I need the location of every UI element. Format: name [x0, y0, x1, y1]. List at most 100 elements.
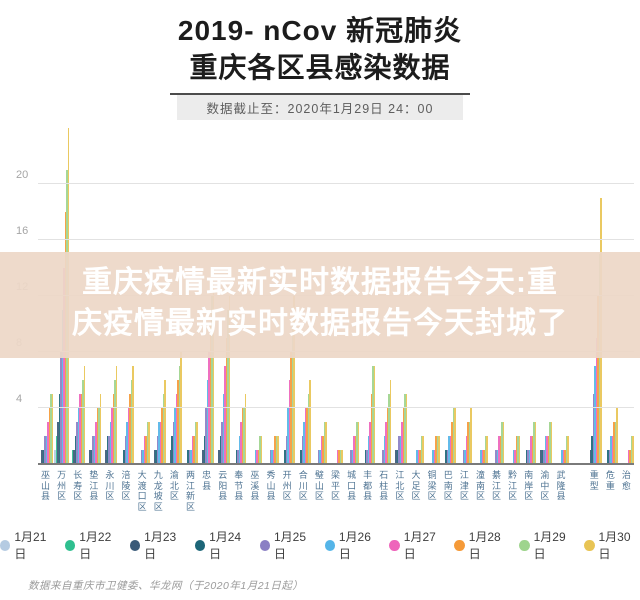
legend-label: 1月21日 [14, 530, 47, 561]
bar-江北区-1月30日 [405, 394, 408, 464]
bar-group-渝中区 [537, 124, 553, 464]
legend-item-1月30日: 1月30日 [584, 528, 640, 562]
x-label-永川区: 永川区 [105, 470, 115, 501]
bar-涪陵区-1月28日 [129, 394, 131, 464]
bar-潼南区-1月26日 [480, 450, 482, 464]
bar-长寿区-1月25日 [76, 422, 78, 464]
y-tick-label: 4 [16, 393, 23, 406]
x-label-城口县: 城口县 [347, 470, 357, 501]
gridline-4: 4 [16, 393, 634, 409]
bar-南岸区-1月26日 [528, 450, 531, 464]
bar-忠县-1月29日 [211, 296, 213, 464]
x-label-开州区: 开州区 [282, 470, 292, 501]
x-label-万州区: 万州区 [57, 470, 67, 501]
bar-江津区-1月29日 [468, 422, 471, 464]
x-label-危重: 危重 [605, 470, 615, 491]
bar-江北区-1月26日 [399, 436, 402, 464]
title-divider [170, 93, 470, 95]
bar-巫山县-1月25日 [44, 436, 46, 464]
bar-group-南岸区 [521, 124, 537, 464]
x-label-巫山县: 巫山县 [40, 470, 50, 501]
bar-石柱县-1月30日 [389, 380, 392, 464]
x-label-九龙坡区: 九龙坡区 [153, 470, 163, 512]
x-label-梁平区: 梁平区 [330, 470, 340, 501]
bar-万州区-1月23日 [57, 422, 59, 464]
x-label-治愈: 治愈 [621, 470, 631, 491]
bar-丰都县-1月24日 [364, 450, 367, 464]
bar-璧山区-1月27日 [320, 436, 323, 464]
bar-秀山县-1月29日 [275, 436, 278, 464]
legend-item-1月22日: 1月22日 [64, 528, 121, 562]
bar-武隆县-1月27日 [562, 450, 564, 464]
bar-垫江县-1月29日 [98, 408, 100, 464]
bar-开州区-1月25日 [285, 436, 288, 464]
bar-合川区-1月29日 [307, 394, 310, 464]
bar-云阳县-1月25日 [221, 422, 223, 464]
bar-渝北区-1月28日 [177, 380, 179, 464]
bar-綦江区-1月26日 [496, 450, 499, 464]
bar-丰都县-1月29日 [372, 366, 374, 464]
bar-group-巴南区 [441, 124, 456, 464]
bar-城口县-1月30日 [357, 422, 360, 464]
bar-大渡口区-1月27日 [143, 436, 146, 464]
gridline-16: 16 [16, 225, 634, 241]
legend-dot-icon [129, 539, 141, 551]
legend-dot-icon [519, 539, 530, 551]
bar-渝中区-1月30日 [550, 422, 553, 464]
bar-忠县-1月30日 [212, 282, 215, 464]
legend-item-1月28日: 1月28日 [454, 528, 510, 562]
bar-九龙坡区-1月25日 [156, 436, 159, 464]
legend-dot-icon [0, 539, 11, 551]
bar-巴南区-1月27日 [449, 436, 452, 464]
bar-黔江区-1月26日 [512, 450, 515, 464]
bar-group-綦江区 [489, 124, 505, 464]
bar-合川区-1月24日 [300, 450, 302, 464]
y-tick-label: 16 [16, 225, 29, 238]
bar-group-石柱县 [376, 124, 392, 464]
bar-group-大渡口区 [135, 124, 150, 464]
bar-巫山县-1月24日 [42, 450, 44, 464]
bar-铜梁区-1月26日 [432, 450, 434, 464]
x-label-合川区: 合川区 [298, 470, 308, 501]
bar-石柱县-1月28日 [386, 408, 389, 464]
bar-南岸区-1月25日 [527, 450, 529, 464]
legend-dot-icon [194, 539, 206, 551]
x-label-云阳县: 云阳县 [218, 470, 228, 501]
x-label-铜梁区: 铜梁区 [427, 470, 437, 501]
bar-group-璧山区 [312, 124, 327, 464]
bar-潼南区-1月29日 [484, 436, 487, 464]
bar-忠县-1月28日 [209, 324, 212, 464]
bar-巫山县-1月30日 [51, 394, 53, 464]
bar-武隆县-1月29日 [565, 436, 567, 464]
bar-巫山县-1月29日 [50, 394, 52, 464]
bar-合川区-1月28日 [306, 408, 308, 464]
bar-江北区-1月28日 [402, 408, 405, 464]
bar-垫江县-1月26日 [93, 436, 96, 464]
bar-巴南区-1月26日 [448, 436, 450, 464]
bar-渝中区-1月25日 [543, 450, 545, 464]
legend-dot-icon [64, 539, 76, 551]
bar-忠县-1月23日 [202, 450, 204, 464]
bar-忠县-1月25日 [205, 408, 207, 464]
bar-危重-1月27日 [611, 436, 614, 464]
legend-item-1月26日: 1月26日 [324, 528, 381, 562]
bar-石柱县-1月25日 [382, 450, 384, 464]
bar-垫江县-1月25日 [92, 436, 94, 464]
bar-巫山县-1月27日 [47, 422, 49, 464]
bar-綦江区-1月25日 [495, 450, 497, 464]
bar-丰都县-1月25日 [366, 450, 368, 464]
promo-banner-line1: 重庆疫情最新实时数据报告今天:重 [82, 266, 558, 299]
bar-涪陵区-1月24日 [123, 450, 125, 464]
bar-group-云阳县 [215, 124, 231, 464]
x-label-丰都县: 丰都县 [363, 470, 373, 501]
x-label-江北区: 江北区 [395, 470, 405, 501]
x-axis-labels: 巫山县 万州区 长寿区 垫江县 永川区 涪陵区 大渡口区 九龙坡区 渝北区 两江新区 忠县 云阳县 奉节… [38, 470, 634, 512]
legend-dot-icon [324, 539, 335, 551]
bar-涪陵区-1月27日 [127, 408, 130, 464]
bar-云阳县-1月23日 [218, 450, 220, 464]
bar-垫江县-1月30日 [99, 394, 102, 464]
x-label-奉节县: 奉节县 [234, 470, 244, 501]
legend-item-1月27日: 1月27日 [389, 528, 445, 562]
legend-dot-icon [259, 539, 270, 551]
bar-巴南区-1月29日 [452, 408, 455, 464]
